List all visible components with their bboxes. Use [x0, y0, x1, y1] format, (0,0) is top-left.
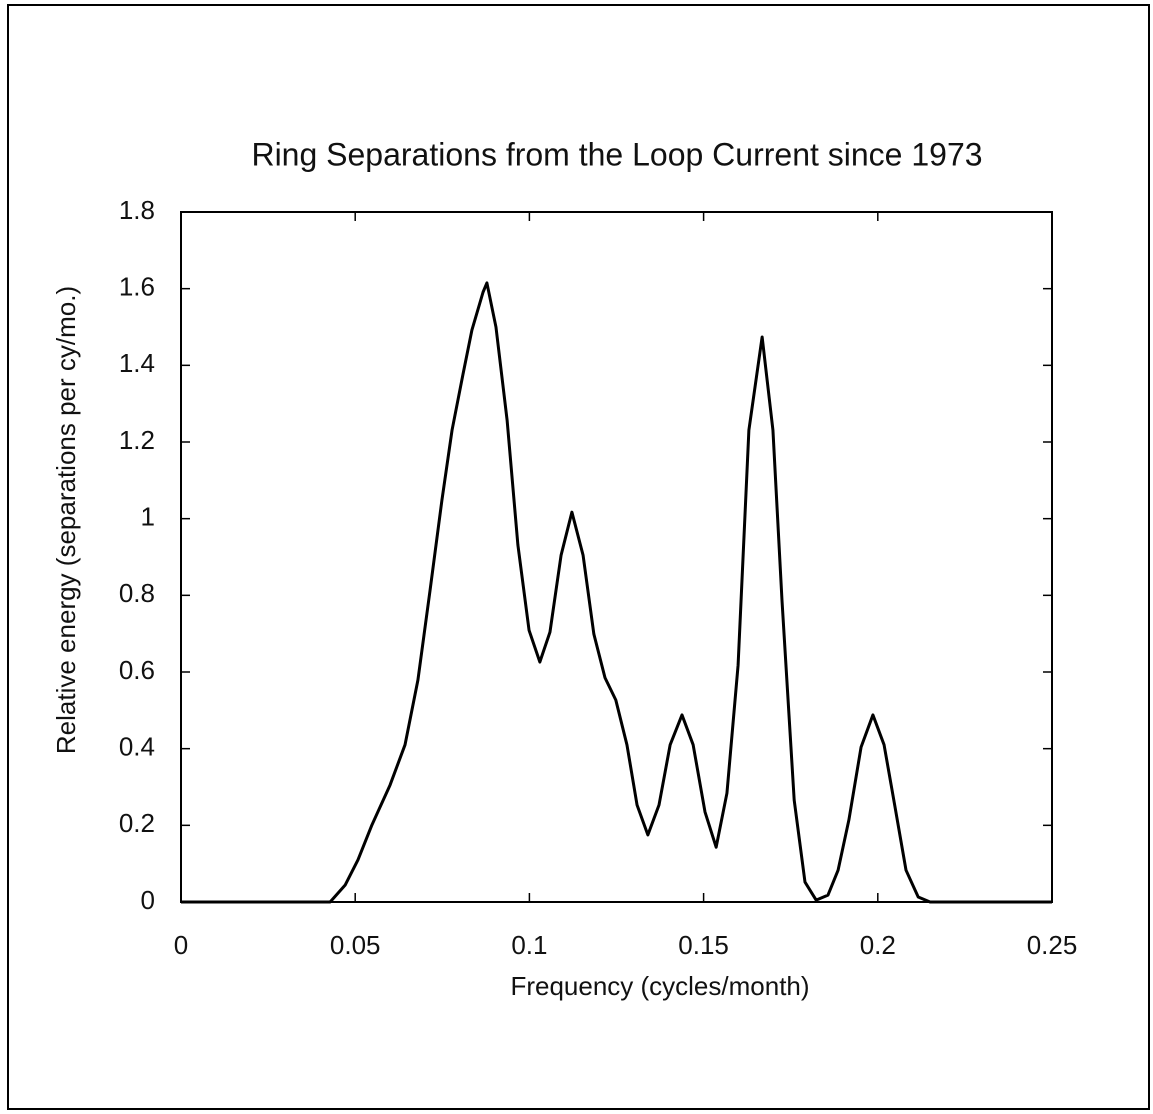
- y-tick-label: 0.6: [119, 655, 155, 685]
- y-tick-label: 0.4: [119, 732, 155, 762]
- x-tick-label: 0.15: [678, 930, 729, 960]
- x-tick-label: 0.1: [511, 930, 547, 960]
- y-axis-label: Relative energy (separations per cy/mo.): [51, 286, 81, 754]
- x-axis-label: Frequency (cycles/month): [510, 971, 809, 1001]
- y-tick-label: 1.8: [119, 195, 155, 225]
- data-line: [181, 281, 1052, 904]
- chart-title: Ring Separations from the Loop Current s…: [251, 136, 982, 172]
- y-tick-label: 0.8: [119, 578, 155, 608]
- plot-frame: [180, 211, 1053, 903]
- y-tick-label: 0.2: [119, 808, 155, 838]
- x-tick-label: 0.05: [330, 930, 381, 960]
- y-tick-label: 1: [141, 502, 155, 532]
- y-tick-label: 1.2: [119, 425, 155, 455]
- y-tick-label: 0: [141, 885, 155, 915]
- y-tick-label: 1.6: [119, 272, 155, 302]
- page-frame: [7, 4, 1150, 1110]
- y-tick-label: 1.4: [119, 348, 155, 378]
- x-tick-label: 0.2: [860, 930, 896, 960]
- x-tick-label: 0.25: [1027, 930, 1078, 960]
- x-tick-label: 0: [174, 930, 188, 960]
